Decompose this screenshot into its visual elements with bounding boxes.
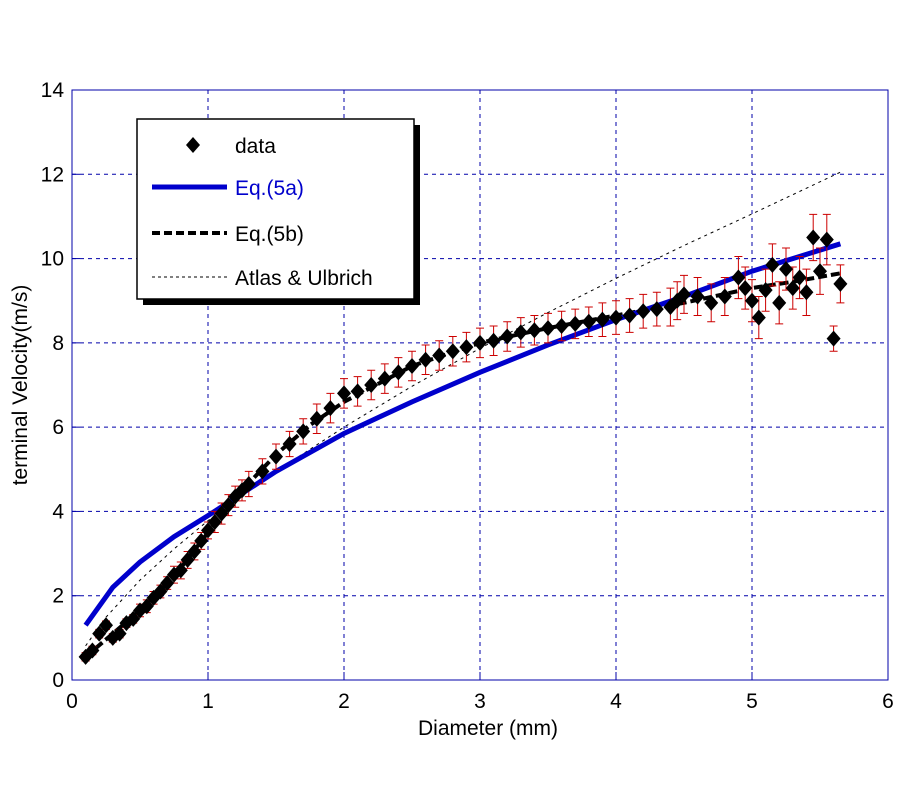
data-point xyxy=(309,410,324,427)
data-point xyxy=(568,315,583,332)
data-point xyxy=(745,292,759,309)
data-point xyxy=(187,543,202,560)
data-point xyxy=(785,280,800,297)
data-point xyxy=(405,358,419,375)
data-point xyxy=(432,347,447,364)
data-point xyxy=(717,288,732,305)
data-point xyxy=(554,318,569,334)
atlas-ulbrich-curve xyxy=(85,171,841,647)
legend: data Eq.(5a) Eq.(5b) Atlas & Ulbrich xyxy=(136,118,420,305)
x-tick-label: 5 xyxy=(746,690,758,713)
x-tick-label: 6 xyxy=(882,690,894,713)
data-point xyxy=(772,294,787,311)
data-point xyxy=(622,307,637,324)
data-point xyxy=(201,522,215,539)
legend-eq5b-label: Eq.(5b) xyxy=(235,223,304,246)
data-point xyxy=(751,309,766,326)
data-point xyxy=(207,513,222,530)
data-point xyxy=(779,261,793,278)
data-point xyxy=(296,423,311,440)
data-point xyxy=(180,551,195,568)
eq5b-curve xyxy=(84,271,841,659)
data-point xyxy=(173,562,188,579)
x-tick-label: 2 xyxy=(338,690,350,713)
legend-data-marker xyxy=(186,137,200,153)
data-point xyxy=(323,400,338,417)
atlas-ulbrich-line xyxy=(85,171,841,647)
y-tick-label: 4 xyxy=(52,500,64,523)
data-point xyxy=(541,320,555,337)
data-point xyxy=(445,343,460,360)
data-point xyxy=(677,286,691,303)
data-point xyxy=(819,231,834,248)
data-point xyxy=(337,385,351,402)
x-tick-label: 3 xyxy=(474,690,486,713)
data-point xyxy=(160,575,175,592)
data-point xyxy=(758,282,773,299)
data-point xyxy=(92,625,107,642)
data-point xyxy=(377,370,392,387)
data-point xyxy=(99,617,113,634)
data-point xyxy=(241,476,256,493)
y-tick-label: 2 xyxy=(52,585,64,608)
data-point xyxy=(126,610,141,627)
x-tick-label: 4 xyxy=(610,690,622,713)
data-point xyxy=(153,583,168,600)
y-tick-label: 10 xyxy=(41,248,64,271)
data-point xyxy=(513,324,528,341)
legend-data-label: data xyxy=(235,135,276,158)
data-point xyxy=(636,303,651,320)
data-point xyxy=(792,269,807,286)
data-point xyxy=(833,275,848,292)
y-tick-label: 12 xyxy=(41,163,64,186)
y-tick-label: 8 xyxy=(52,332,64,355)
data-point xyxy=(826,330,841,347)
data-point xyxy=(112,625,127,642)
legend-atlas-label: Atlas & Ulbrich xyxy=(235,267,373,290)
legend-eq5a-label: Eq.(5a) xyxy=(235,177,304,200)
x-tick-label: 1 xyxy=(202,690,214,713)
data-point xyxy=(738,280,753,297)
data-point xyxy=(806,229,821,246)
data-point xyxy=(214,505,229,522)
data-point xyxy=(194,532,209,549)
x-axis-label: Diameter (mm) xyxy=(418,717,558,740)
data-point xyxy=(799,284,814,301)
data-point xyxy=(500,328,515,345)
data-point xyxy=(364,377,379,393)
data-point xyxy=(765,256,780,273)
data-point xyxy=(609,309,623,326)
data-point xyxy=(486,332,501,349)
data-point xyxy=(282,436,297,452)
y-tick-label: 6 xyxy=(52,416,64,439)
data-point xyxy=(221,497,236,514)
data-point xyxy=(595,311,610,328)
data-point xyxy=(139,598,154,615)
data-point xyxy=(391,364,406,381)
data-point xyxy=(255,463,270,480)
data-point xyxy=(418,351,433,368)
data-point xyxy=(269,448,283,465)
data-points xyxy=(78,229,848,665)
y-tick-label: 0 xyxy=(52,669,64,692)
data-point xyxy=(350,383,365,400)
data-point xyxy=(581,313,596,330)
y-axis-label: terminal Velocity(m/s) xyxy=(9,285,32,486)
eq5b-line xyxy=(84,271,841,659)
data-point xyxy=(731,269,746,286)
data-point xyxy=(690,288,705,305)
data-point xyxy=(704,294,719,311)
data-point xyxy=(649,301,664,318)
data-point xyxy=(527,322,542,339)
data-point xyxy=(813,263,827,280)
x-tick-label: 0 xyxy=(66,690,78,713)
data-point xyxy=(459,339,474,356)
data-point xyxy=(473,334,487,351)
data-point xyxy=(85,642,100,659)
y-tick-label: 14 xyxy=(41,79,65,102)
